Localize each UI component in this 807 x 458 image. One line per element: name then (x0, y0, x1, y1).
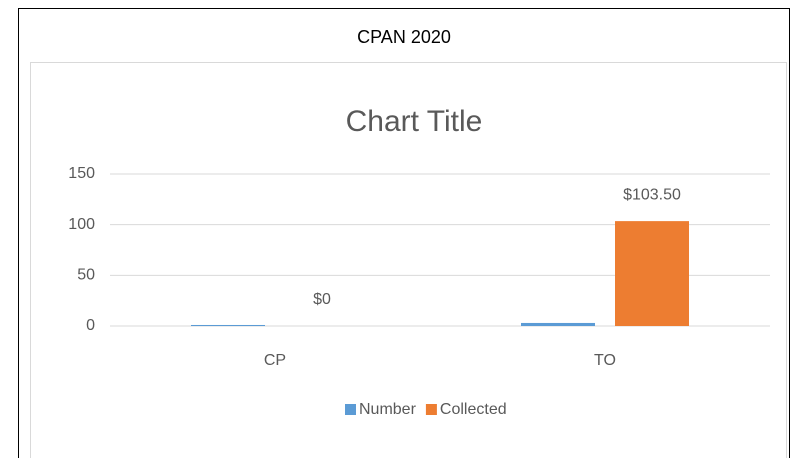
bar (615, 221, 689, 326)
y-tick-label: 50 (77, 267, 95, 284)
bar (521, 322, 595, 326)
data-label: $103.50 (623, 186, 681, 203)
legend-label: Number (359, 401, 417, 418)
y-tick-label: 100 (68, 216, 95, 233)
legend-swatch (425, 404, 437, 415)
data-label: $0 (313, 291, 331, 308)
chart-title: Chart Title (346, 105, 483, 138)
legend-swatch (345, 404, 356, 415)
legend-label: Collected (440, 401, 507, 418)
page-title: CPAN 2020 (357, 27, 451, 47)
y-tick-label: 0 (86, 317, 95, 334)
bar (191, 324, 265, 326)
x-tick-label: CP (264, 352, 286, 369)
chart-border (30, 62, 787, 458)
y-tick-label: 150 (68, 165, 95, 182)
x-tick-label: TO (594, 352, 616, 369)
